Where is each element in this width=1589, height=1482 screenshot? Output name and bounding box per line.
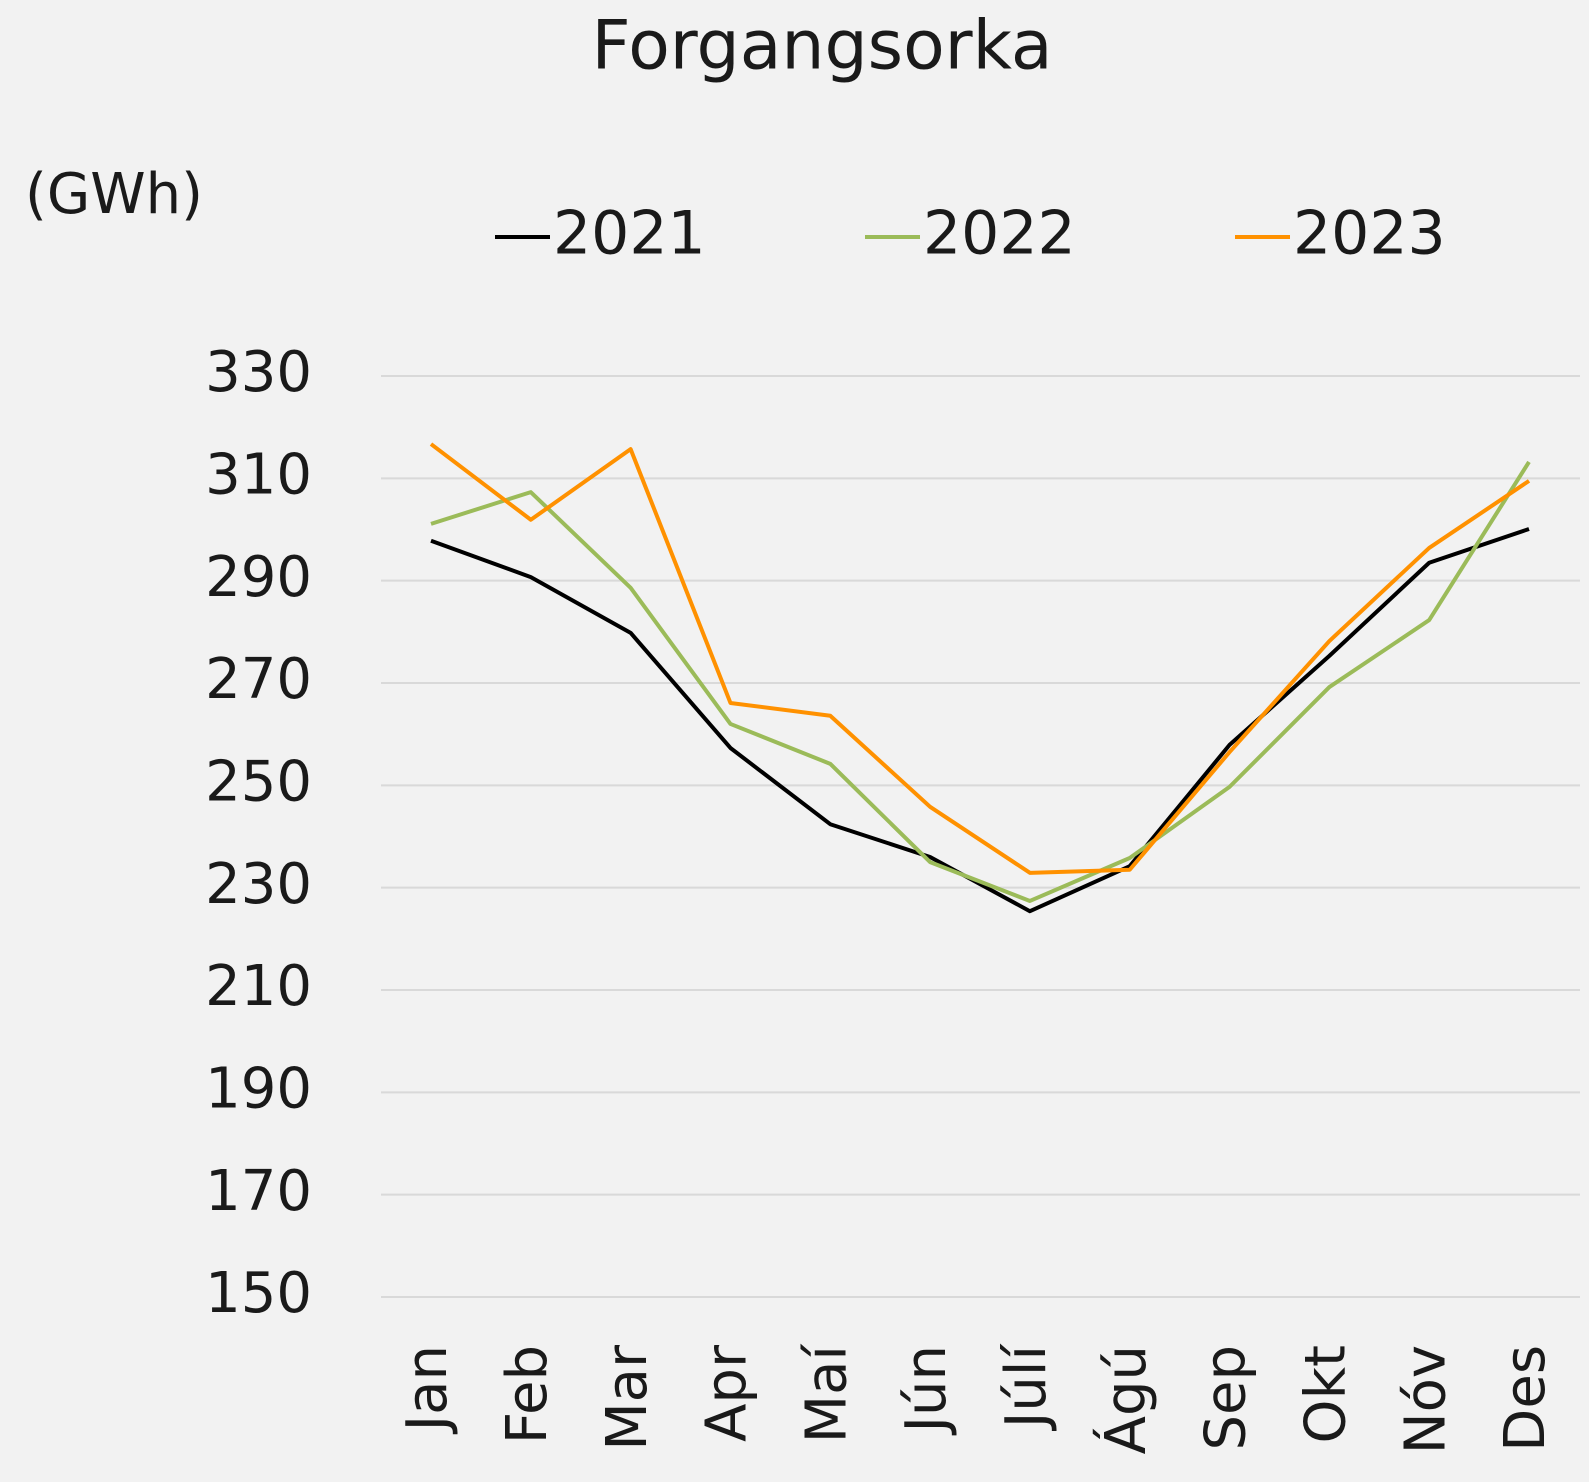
x-tick-label: Maí: [794, 1343, 859, 1444]
x-tick-label: Jan: [395, 1345, 460, 1434]
series-line: [430, 460, 1531, 903]
y-tick-label: 290: [205, 545, 312, 610]
x-tick-label: Des: [1493, 1345, 1558, 1452]
x-tick-label: Sep: [1194, 1345, 1259, 1451]
series-line: [430, 527, 1530, 914]
legend-label: 2022: [923, 199, 1076, 269]
x-tick-label: Mar: [595, 1344, 660, 1451]
x-tick-label: Ágú: [1094, 1345, 1159, 1454]
y-tick-label: 210: [205, 954, 312, 1019]
y-tick-label: 310: [205, 442, 312, 507]
y-tick-label: 330: [205, 340, 312, 405]
y-tick-label: 230: [205, 852, 312, 917]
y-tick-label: 170: [205, 1159, 312, 1224]
x-tick-label: Apr: [695, 1344, 760, 1442]
y-tick-label: 190: [205, 1056, 312, 1121]
y-tick-label: 250: [205, 749, 312, 814]
x-tick-label: Feb: [495, 1345, 560, 1444]
x-tick-label: Okt: [1294, 1345, 1359, 1443]
legend-label: 2023: [1293, 199, 1446, 269]
y-axis-label: (GWh): [25, 162, 203, 227]
y-tick-label: 150: [205, 1261, 312, 1326]
y-tick-label: 270: [205, 647, 312, 712]
x-tick-label: Jún: [894, 1345, 959, 1436]
x-tick-label: Júlí: [994, 1343, 1059, 1432]
legend-label: 2021: [553, 199, 706, 269]
series-line: [429, 442, 1531, 875]
x-tick-label: Nóv: [1393, 1345, 1458, 1454]
chart-title: Forgangsorka: [592, 7, 1053, 86]
